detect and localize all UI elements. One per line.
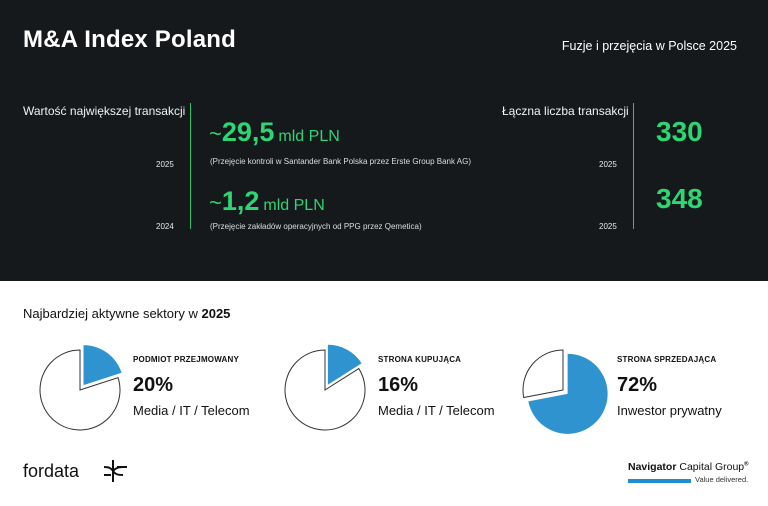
- divider-left: [190, 103, 191, 229]
- deal-count-2: 348: [656, 183, 703, 214]
- navigator-tagline: Value delivered.: [695, 475, 749, 484]
- pie-value-buyer: 16%: [378, 374, 419, 396]
- pie-value-acquired: 20%: [133, 374, 174, 396]
- pie-value-seller: 72%: [617, 374, 658, 396]
- count-year-1: 2025: [599, 160, 617, 169]
- page-subtitle: Fuzje i przejęcia w Polsce 2025: [561, 39, 737, 53]
- deal-value-2025: ~29,5 mld PLN: [209, 117, 340, 147]
- navigator-logo: Navigator Capital Group® Value delivered…: [628, 461, 749, 484]
- largest-deal-label: Wartość największej transakcji: [23, 104, 186, 118]
- deal-count-1: 330: [656, 116, 703, 147]
- pie-highlight-slice: [327, 344, 362, 385]
- deal-count-label: Łączna liczba transakcji: [502, 104, 629, 118]
- pie-rest-slice: [522, 349, 564, 399]
- page-title: M&A Index Poland: [23, 26, 236, 53]
- pie-chart-seller: [522, 349, 608, 434]
- pie-highlight-slice: [528, 353, 608, 434]
- fordata-logo-text: fordata: [23, 461, 80, 481]
- count-year-2: 2025: [599, 222, 617, 231]
- pie-category-buyer: Media / IT / Telecom: [378, 403, 495, 418]
- divider-right: [633, 103, 634, 229]
- pie-label-seller: STRONA SPRZEDAJĄCA: [617, 355, 717, 364]
- pie-category-acquired: Media / IT / Telecom: [133, 403, 250, 418]
- pie-chart-buyer: [284, 344, 366, 431]
- pie-highlight-slice: [83, 345, 122, 386]
- pie-chart-acquired: [39, 345, 122, 431]
- pie-category-seller: Inwestor prywatny: [617, 403, 722, 418]
- sectors-title: Najbardziej aktywne sektory w 2025: [23, 306, 231, 321]
- navigator-logo-bar: [628, 479, 691, 483]
- deal-year-2025: 2025: [156, 160, 174, 169]
- deal-note-2024: (Przejęcie zakładów operacyjnych od PPG …: [210, 222, 422, 231]
- header-panel: M&A Index Poland Fuzje i przejęcia w Pol…: [0, 0, 768, 281]
- pie-rest-slice: [284, 349, 366, 431]
- fordata-logo-icon: [103, 460, 127, 482]
- pie-label-acquired: PODMIOT PRZEJMOWANY: [133, 355, 240, 364]
- navigator-logo-text: Navigator Capital Group®: [628, 461, 749, 473]
- pie-label-buyer: STRONA KUPUJĄCA: [378, 355, 462, 364]
- deal-note-2025: (Przejęcie kontroli w Santander Bank Pol…: [210, 157, 472, 166]
- deal-value-2024: ~1,2 mld PLN: [209, 186, 325, 216]
- deal-year-2024: 2024: [156, 222, 174, 231]
- pie-rest-slice: [39, 349, 121, 431]
